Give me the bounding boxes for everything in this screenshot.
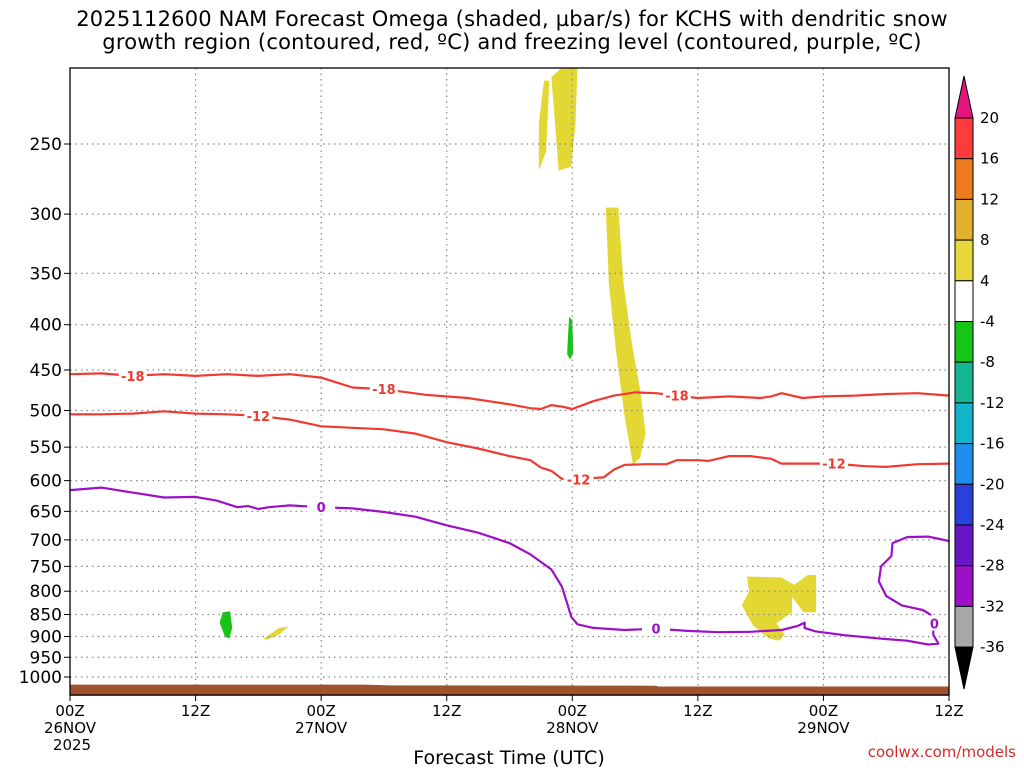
y-tick-label-450: 450 [30, 361, 62, 381]
omega-region-6 [741, 575, 817, 641]
freezing-level-contour-label-bg-0 [307, 499, 336, 515]
colorbar-label-13: -36 [980, 638, 1005, 656]
y-tick-label-900: 900 [30, 627, 62, 647]
x-tick-label-0-0: 00Z [55, 702, 84, 720]
dgz-contour-minus18-label-bg-1 [369, 381, 398, 397]
colorbar-label-10: -24 [980, 516, 1005, 534]
colorbar-swatch-3 [954, 239, 974, 282]
colorbar-swatch-7 [954, 402, 974, 445]
colorbar-swatch-1 [954, 158, 974, 200]
y-tick-label-600: 600 [30, 472, 62, 492]
x-tick-label-0-1: 26NOV [44, 719, 97, 737]
colorbar-swatch-5 [954, 321, 974, 363]
chart-title-line-1: 2025112600 NAM Forecast Omega (shaded, µ… [76, 7, 948, 31]
y-tick-label-550: 550 [30, 438, 62, 458]
omega-region-0 [538, 80, 550, 171]
dgz-contour-minus12-label-bg-1 [819, 455, 848, 471]
x-axis-label: Forecast Time (UTC) [413, 747, 604, 768]
colorbar-label-6: -8 [980, 353, 995, 371]
colorbar-top-arrow [954, 75, 974, 119]
colorbar: 20 16 12 8 4 -4 -8 -12 -16 -20 -24 -28 -32 -36 [954, 75, 1005, 690]
terrain-layer [70, 684, 949, 696]
dgz-contour-minus18-label-bg-0 [118, 367, 147, 383]
chart-title: 2025112600 NAM Forecast Omega (shaded, µ… [0, 8, 1024, 54]
dgz-contour-minus12-label-bg-extra [563, 471, 594, 487]
colorbar-label-1: 16 [980, 150, 999, 168]
colorbar-label-0: 20 [980, 109, 999, 127]
freezing-level-contour-label-bg-1 [642, 620, 670, 636]
dgz-contour-minus12-label-1: -12 [822, 458, 846, 473]
x-tick-label-4-1: 28NOV [546, 719, 599, 737]
dgz-contour-minus12-label-extra: -12 [567, 473, 591, 488]
freezing-level-contour-label-2: 0 [930, 617, 939, 632]
freezing-level-contour-label-bg-2 [920, 615, 949, 631]
credit-text: coolwx.com/models [868, 743, 1016, 761]
dgz-contour-minus18 [69, 372, 950, 411]
plot-frame [69, 67, 950, 696]
terrain-fill [70, 684, 949, 696]
dgz-contour-minus12 [70, 410, 950, 482]
x-tick-label-3-0: 12Z [432, 702, 461, 720]
colorbar-swatch-0 [954, 117, 974, 160]
colorbar-bottom-arrow [954, 646, 974, 690]
dgz-contour-minus12-label-0: -12 [247, 410, 271, 425]
omega-region-4 [219, 611, 233, 639]
y-tick-label-950: 950 [30, 648, 62, 668]
y-tick-label-850: 850 [30, 606, 62, 626]
x-tick-label-6-1: 29NOV [797, 719, 850, 737]
omega-region-2 [605, 207, 646, 465]
colorbar-swatch-4 [954, 280, 974, 322]
dgz-contour-minus18-label-1: -18 [372, 383, 396, 398]
colorbar-swatch-10 [954, 524, 974, 567]
y-tick-label-500: 500 [30, 402, 62, 422]
y-tick-label-400: 400 [30, 316, 62, 336]
colorbar-label-8: -16 [980, 435, 1005, 453]
y-tick-label-300: 300 [30, 205, 62, 225]
colorbar-label-7: -12 [980, 394, 1005, 412]
colorbar-label-12: -32 [980, 597, 1005, 615]
colorbar-label-2: 12 [980, 190, 999, 208]
omega-shading-layer [219, 67, 817, 641]
y-tick-label-800: 800 [30, 582, 62, 602]
chart-title-line-2: growth region (contoured, red, ºC) and f… [102, 30, 922, 54]
y-tick-label-250: 250 [30, 135, 62, 155]
x-tick-label-5-0: 12Z [683, 702, 712, 720]
colorbar-swatch-6 [954, 361, 974, 404]
freezing-level-contour-label-1: 0 [651, 623, 660, 638]
dgz-contour-minus18-label-2: -18 [665, 390, 689, 405]
colorbar-swatch-11 [954, 565, 974, 607]
freezing-level-contour [69, 486, 950, 646]
x-tick-label-1-0: 12Z [181, 702, 210, 720]
y-tick-label-1000: 1000 [19, 668, 62, 688]
colorbar-label-9: -20 [980, 475, 1005, 493]
x-tick-label-2-1: 27NOV [295, 719, 348, 737]
grid-layer [70, 68, 949, 695]
y-tick-label-700: 700 [30, 531, 62, 551]
omega-region-5 [263, 626, 289, 640]
y-tick-label-750: 750 [30, 557, 62, 577]
colorbar-swatch-2 [954, 198, 974, 241]
omega-region-1 [551, 67, 578, 171]
contour-layer: -18 -18 -18 -12 -12 -12 0 0 0 [69, 367, 950, 646]
x-tick-label-6-0: 00Z [809, 702, 838, 720]
x-tick-label-0-2: 2025 [53, 736, 91, 754]
colorbar-swatch-9 [954, 483, 974, 526]
colorbar-label-5: -4 [980, 313, 995, 331]
x-tick-label-2-0: 00Z [306, 702, 335, 720]
freezing-level-contour-label-0: 0 [317, 501, 326, 516]
colorbar-label-4: 4 [980, 272, 990, 290]
dgz-contour-minus18-label-0: -18 [121, 370, 145, 385]
dgz-contour-minus12-label-bg-0 [244, 407, 273, 423]
y-tick-label-650: 650 [30, 502, 62, 522]
colorbar-swatch-12 [954, 605, 974, 648]
y-tick-label-350: 350 [30, 264, 62, 284]
x-tick-label-7-0: 12Z [934, 702, 963, 720]
colorbar-swatch-8 [954, 443, 974, 485]
dgz-contour-minus18-label-bg-2 [662, 387, 691, 403]
colorbar-label-3: 8 [980, 231, 990, 249]
x-tick-label-4-0: 00Z [558, 702, 587, 720]
colorbar-label-11: -28 [980, 557, 1005, 575]
axis-ticks-layer: 2503003504004505005506006507007508008509… [19, 135, 964, 754]
